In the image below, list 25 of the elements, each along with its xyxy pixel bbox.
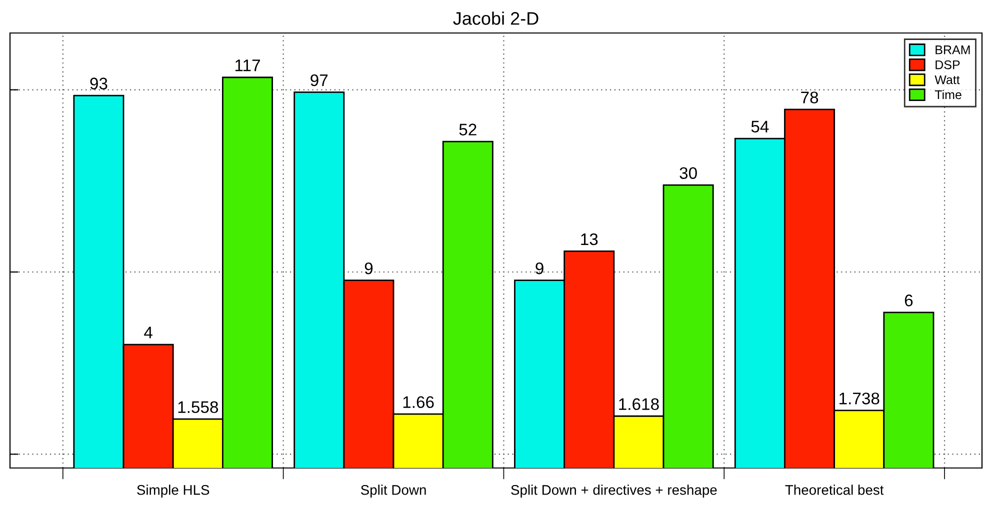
x-tick-label: Theoretical best xyxy=(785,484,884,495)
x-tick-label: Simple HLS xyxy=(137,484,210,498)
data-label: 1.558 xyxy=(178,401,218,414)
data-label: 6 xyxy=(904,294,913,306)
data-label: 30 xyxy=(680,167,697,179)
data-label: 13 xyxy=(581,233,598,246)
chart-title: Jacobi 2-D xyxy=(453,12,538,25)
data-label: 9 xyxy=(364,262,373,274)
data-label: 4 xyxy=(144,326,152,338)
data-label: 1.66 xyxy=(403,396,434,408)
legend-label: DSP xyxy=(936,60,960,70)
x-tick-label: Split Down xyxy=(360,484,426,498)
data-label: 93 xyxy=(90,78,108,90)
data-label: 52 xyxy=(459,124,476,136)
legend-label: Watt xyxy=(934,75,960,84)
x-tick-label: Split Down + directives + reshape xyxy=(511,484,717,498)
legend-label: Time xyxy=(934,90,962,100)
data-label: 117 xyxy=(235,60,260,72)
data-label: 78 xyxy=(801,92,818,104)
data-label: 1.618 xyxy=(619,398,659,410)
data-label: 54 xyxy=(751,120,769,132)
data-label: 9 xyxy=(536,262,544,274)
legend-label: BRAM xyxy=(936,46,970,54)
data-label: 1.738 xyxy=(840,392,880,404)
data-label: 97 xyxy=(310,74,328,86)
